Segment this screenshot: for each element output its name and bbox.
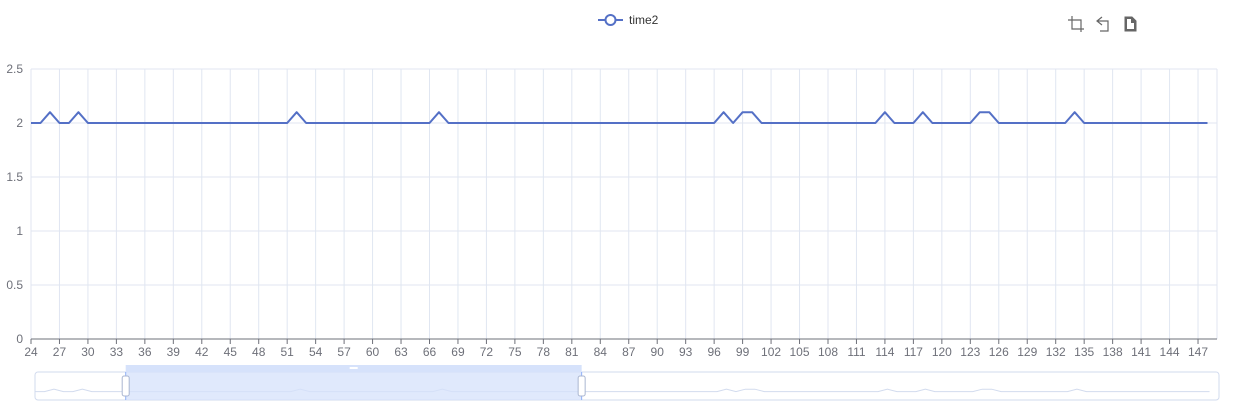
y-tick-label: 0.5 [6, 278, 23, 292]
x-tick-label: 69 [451, 345, 465, 359]
y-tick-label: 1.5 [6, 170, 23, 184]
x-tick-label: 42 [195, 345, 209, 359]
x-tick-label: 126 [989, 345, 1009, 359]
x-tick-label: 96 [707, 345, 721, 359]
x-tick-label: 144 [1160, 345, 1180, 359]
x-tick-label: 45 [224, 345, 238, 359]
y-tick-label: 1 [16, 224, 23, 238]
data-zoom-slider[interactable] [34, 365, 1220, 401]
x-tick-label: 135 [1074, 345, 1094, 359]
x-tick-label: 39 [167, 345, 181, 359]
zoom-range-grip [349, 367, 358, 369]
zoom-preview-line [35, 388, 1210, 393]
x-tick-label: 72 [480, 345, 494, 359]
x-tick-label: 24 [24, 345, 38, 359]
x-tick-label: 141 [1131, 345, 1151, 359]
axes: 0 0.5 1 1.5 2 2.5 24 27 30 33 36 39 42 45 48 51 54 57 60 63… [6, 62, 1217, 359]
x-tick-label: 54 [309, 345, 323, 359]
toolbox [1067, 15, 1139, 33]
legend-symbol-icon [598, 14, 623, 26]
x-tick-label: 114 [875, 345, 894, 359]
x-tick-label: 36 [138, 345, 152, 359]
y-tick-label: 2 [16, 116, 23, 130]
x-tick-label: 123 [960, 345, 980, 359]
x-tick-label: 63 [394, 345, 408, 359]
grid-lines [30, 68, 1218, 339]
x-tick-label: 81 [565, 345, 579, 359]
x-tick-label: 57 [337, 345, 351, 359]
x-tick-label: 78 [537, 345, 551, 359]
zoom-selected-range [125, 372, 582, 400]
x-tick-label: 138 [1103, 345, 1123, 359]
x-tick-label: 102 [761, 345, 781, 359]
x-tick-label: 99 [736, 345, 750, 359]
x-tick-label: 90 [651, 345, 665, 359]
x-tick-label: 93 [679, 345, 693, 359]
x-tick-label: 66 [423, 345, 437, 359]
x-tick-label: 75 [508, 345, 522, 359]
x-tick-label: 132 [1046, 345, 1066, 359]
x-tick-label: 51 [280, 345, 294, 359]
zoom-handle[interactable] [121, 375, 130, 397]
x-tick-label: 84 [594, 345, 608, 359]
x-tick-label: 120 [932, 345, 952, 359]
x-tick-label: 87 [622, 345, 636, 359]
x-tick-label: 108 [818, 345, 838, 359]
x-tick-label: 60 [366, 345, 380, 359]
series-line-time2 [31, 111, 1208, 124]
x-tick-label: 147 [1188, 345, 1208, 359]
x-tick-label: 105 [790, 345, 810, 359]
y-tick-label: 0 [16, 332, 23, 346]
x-tick-label: 30 [81, 345, 95, 359]
data-zoom-icon[interactable] [1067, 15, 1085, 33]
x-tick-label: 48 [252, 345, 266, 359]
restore-icon[interactable] [1094, 15, 1112, 33]
legend-item-time2[interactable]: time2 [598, 10, 658, 30]
x-tick-label: 33 [110, 345, 124, 359]
save-image-icon[interactable] [1121, 15, 1139, 33]
x-tick-label: 27 [53, 345, 67, 359]
series-layer [31, 111, 1208, 124]
legend-label: time2 [629, 13, 659, 27]
x-tick-label: 129 [1017, 345, 1037, 359]
y-tick-label: 2.5 [6, 62, 23, 76]
zoom-handle[interactable] [577, 375, 586, 397]
x-tick-label: 117 [904, 345, 923, 359]
x-tick-label: 111 [847, 345, 866, 359]
zoom-track [34, 371, 1220, 401]
